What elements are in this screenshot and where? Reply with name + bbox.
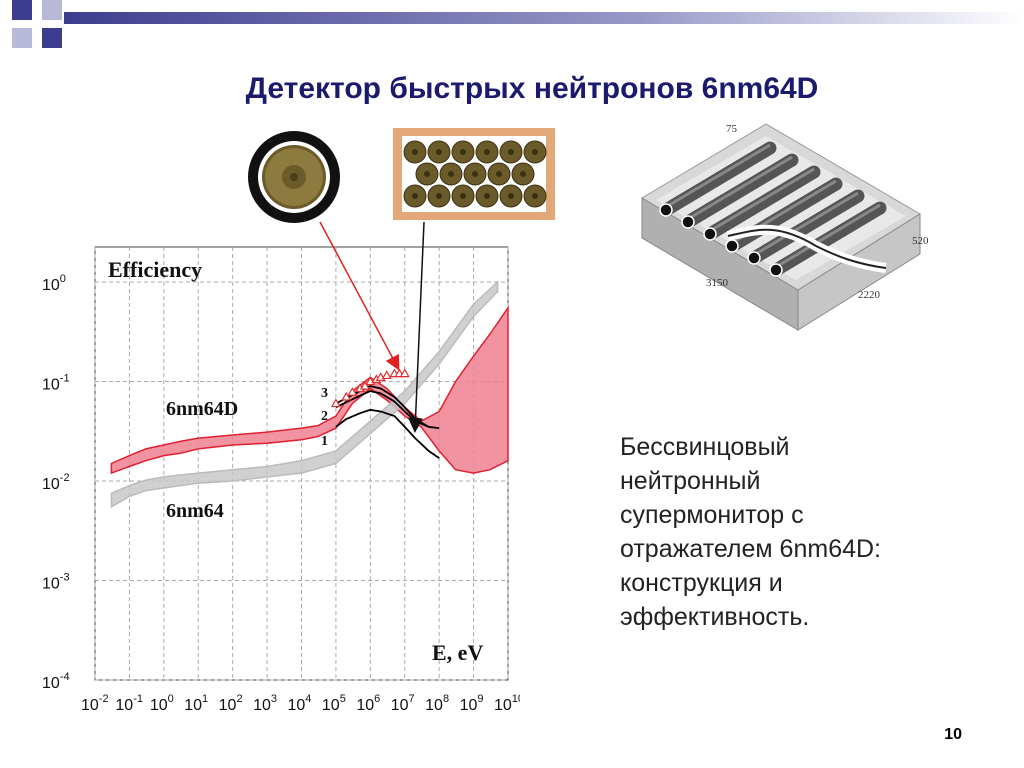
y-tick-label: 10-4 [42,671,70,692]
x-tick-label: 105 [322,693,346,714]
box-tube-highlight [753,191,859,257]
box-tube-end [747,251,761,265]
x-tick-label: 104 [288,693,312,714]
x-tick-label: 106 [356,693,380,714]
x-tick-label: 101 [184,693,208,714]
x-tick-label: 100 [150,693,174,714]
x-axis-label: E, eV [432,640,483,665]
x-tick-label: 107 [391,693,415,714]
box-tube [769,201,887,277]
slide-title: Детектор быстрых нейтронов 6nm64D [245,72,819,105]
tube-core [424,171,430,177]
box-tube-highlight [775,203,881,269]
dim-3150: 3150 [706,277,729,289]
tube-core [508,193,514,199]
page-number: 10 [944,726,962,743]
y-tick-label: 10-1 [42,373,70,394]
tube-core [412,193,418,199]
x-tick-label: 1010 [494,693,520,714]
marker-3 [347,387,358,396]
box-tube-end [703,227,717,241]
dim-520: 520 [912,235,929,247]
tube-core [472,171,478,177]
x-tick-label: 108 [425,693,449,714]
band-6nm64 [110,280,499,509]
dim-2220: 2220 [858,289,881,301]
box-tube [703,165,821,241]
box-tube-highlight [665,143,771,209]
tube-core [532,149,538,155]
tube-core [532,193,538,199]
marker-3 [381,370,392,380]
detector-3d-drawing: 75 520 3150 2220 [641,123,929,331]
x-axis: 10-2 10-1 100 101 102 103 104 105 106 107 108 109 10… [81,693,520,714]
slide-caption: Бессвинцовый нейтронный супермонитор с о… [620,433,881,631]
y-tick-label: 10-3 [42,572,70,593]
curve-label-1: 1 [321,434,328,449]
x-tick-label: 10-1 [115,693,143,714]
marker-3 [359,380,371,390]
tube-core [484,149,490,155]
dim-75: 75 [726,123,738,135]
box-tube [659,141,777,217]
slide-decoration [12,0,1024,48]
box-tube-end [681,215,695,229]
box-tube-end [659,203,673,217]
y-tick-label: 10-2 [42,472,70,493]
box-tube-highlight [709,167,815,233]
y-axis: 100 10-1 10-2 10-3 10-4 [42,273,70,692]
x-tick-label: 10-2 [81,693,109,714]
tube-core [484,193,490,199]
deco-square-1 [12,0,32,20]
box-tube [747,189,865,265]
curve-1 [335,408,440,459]
tube-core [412,149,418,155]
tube-core [496,171,502,177]
tube-core [460,193,466,199]
box-tube [681,153,799,229]
tube-core [460,149,466,155]
box-tube-highlight [687,155,793,221]
y-tick-label: 100 [42,273,66,294]
box-tube-end [725,239,739,253]
tube-core [436,193,442,199]
tube-cross-section-image [248,131,340,223]
band-6nm64D [110,305,509,475]
curve-label-3: 3 [321,386,328,401]
tube-core [436,149,442,155]
tube-core [508,149,514,155]
deco-square-2 [42,0,62,20]
deco-gradient-bar [64,12,1024,24]
series-label-6nm64: 6nm64 [166,500,224,522]
x-tick-label: 109 [460,693,484,714]
deco-square-3 [12,28,32,48]
curve-label-2: 2 [321,409,328,424]
efficiency-chart: 100 10-1 10-2 10-3 10-4 10-2 10-1 100 101 102 103… [42,246,520,714]
chart-title: Efficiency [108,257,202,282]
x-tick-label: 103 [253,693,277,714]
x-tick-label: 102 [219,693,243,714]
tube-array-image [393,128,555,220]
marker-3 [341,391,352,401]
series-label-6nm64D: 6nm64D [166,398,238,420]
tube-core [448,171,454,177]
marker-3 [330,398,341,408]
marker-3 [399,368,410,378]
deco-square-4 [42,28,62,48]
box-tube-end [769,263,783,277]
tube-core [520,171,526,177]
